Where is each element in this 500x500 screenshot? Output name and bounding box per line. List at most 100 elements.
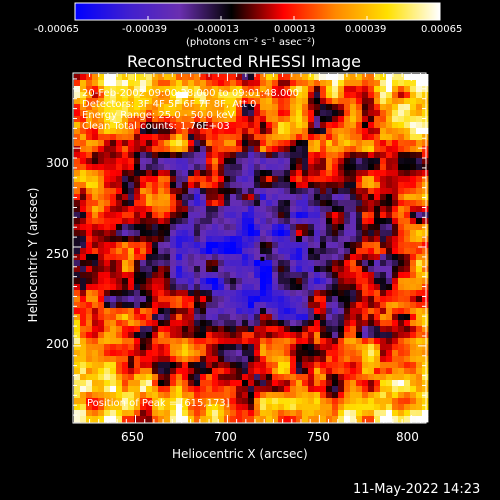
heatmap-cell (206, 374, 213, 381)
heatmap-cell (320, 86, 327, 93)
heatmap-cell (110, 164, 117, 171)
heatmap-cell (188, 344, 195, 351)
heatmap-cell (188, 230, 195, 237)
heatmap-cell (368, 326, 375, 333)
colorbar-segment (81, 3, 83, 20)
colorbar-segment (106, 3, 108, 20)
heatmap-cell (176, 266, 183, 273)
heatmap-cell (308, 218, 315, 225)
heatmap-cell (128, 290, 135, 297)
heatmap-cell (134, 410, 141, 417)
colorbar-segment (435, 3, 437, 20)
heatmap-cell (254, 236, 261, 243)
heatmap-cell (410, 284, 417, 291)
heatmap-cell (188, 374, 195, 381)
heatmap-cell (302, 260, 309, 267)
heatmap-cell (284, 128, 291, 135)
heatmap-cell (326, 392, 333, 399)
heatmap-cell (260, 194, 267, 201)
heatmap-cell (392, 188, 399, 195)
heatmap-cell (80, 80, 87, 87)
heatmap-cell (290, 266, 297, 273)
heatmap-cell (110, 314, 117, 321)
heatmap-cell (182, 134, 189, 141)
heatmap-cell (278, 110, 285, 117)
heatmap-cell (230, 362, 237, 369)
heatmap-cell (320, 386, 327, 393)
heatmap-cell (140, 284, 147, 291)
heatmap-cell (182, 326, 189, 333)
heatmap-cell (314, 92, 321, 99)
heatmap-cell (422, 212, 429, 219)
heatmap-cell (254, 110, 261, 117)
heatmap-cell (188, 128, 195, 135)
heatmap-cell (146, 194, 153, 201)
heatmap-cell (398, 260, 405, 267)
heatmap-cell (362, 248, 369, 255)
heatmap-cell (242, 206, 249, 213)
heatmap-cell (284, 404, 291, 411)
heatmap-cell (176, 284, 183, 291)
heatmap-cell (170, 380, 177, 387)
heatmap-cell (230, 290, 237, 297)
heatmap-cell (128, 104, 135, 111)
heatmap-cell (218, 290, 225, 297)
heatmap-cell (338, 266, 345, 273)
colorbar-segment (109, 3, 111, 20)
heatmap-cell (248, 236, 255, 243)
heatmap-cell (296, 410, 303, 417)
heatmap-cell (266, 362, 273, 369)
heatmap-cell (386, 86, 393, 93)
heatmap-cell (128, 200, 135, 207)
heatmap-cell (242, 128, 249, 135)
heatmap-cell (104, 194, 111, 201)
heatmap-cell (98, 332, 105, 339)
heatmap-cell (206, 146, 213, 153)
heatmap-cell (146, 218, 153, 225)
heatmap-cell (380, 326, 387, 333)
heatmap-cell (266, 296, 273, 303)
heatmap-cell (140, 386, 147, 393)
heatmap-cell (284, 194, 291, 201)
heatmap-cell (260, 92, 267, 99)
heatmap-cell (260, 374, 267, 381)
heatmap-cell (146, 176, 153, 183)
colorbar-segment (298, 3, 300, 20)
heatmap-cell (170, 302, 177, 309)
heatmap-cell (254, 158, 261, 165)
heatmap-cell (218, 92, 225, 99)
heatmap-cell (362, 86, 369, 93)
heatmap-cell (422, 98, 429, 105)
heatmap-cell (284, 368, 291, 375)
heatmap-cell (122, 194, 129, 201)
heatmap-cell (236, 332, 243, 339)
heatmap-cell (164, 284, 171, 291)
colorbar-segment (400, 3, 402, 20)
heatmap-cell (116, 368, 123, 375)
heatmap-cell (200, 308, 207, 315)
heatmap-cell (326, 116, 333, 123)
heatmap-cell (86, 194, 93, 201)
heatmap-cell (362, 134, 369, 141)
heatmap-cell (422, 368, 429, 375)
heatmap-cell (338, 374, 345, 381)
heatmap-cell (266, 278, 273, 285)
heatmap-cell (368, 104, 375, 111)
heatmap-cell (218, 314, 225, 321)
heatmap-cell (140, 338, 147, 345)
heatmap-cell (92, 194, 99, 201)
heatmap-cell (290, 200, 297, 207)
heatmap-cell (242, 290, 249, 297)
heatmap-cell (110, 242, 117, 249)
heatmap-cell (344, 314, 351, 321)
colorbar-segment (386, 3, 388, 20)
heatmap-cell (170, 416, 177, 423)
heatmap-cell (176, 158, 183, 165)
heatmap-cell (362, 146, 369, 153)
heatmap-cell (86, 314, 93, 321)
colorbar-segment (165, 3, 167, 20)
heatmap-cell (110, 272, 117, 279)
heatmap-cell (374, 188, 381, 195)
heatmap-cell (314, 110, 321, 117)
heatmap-cell (236, 236, 243, 243)
